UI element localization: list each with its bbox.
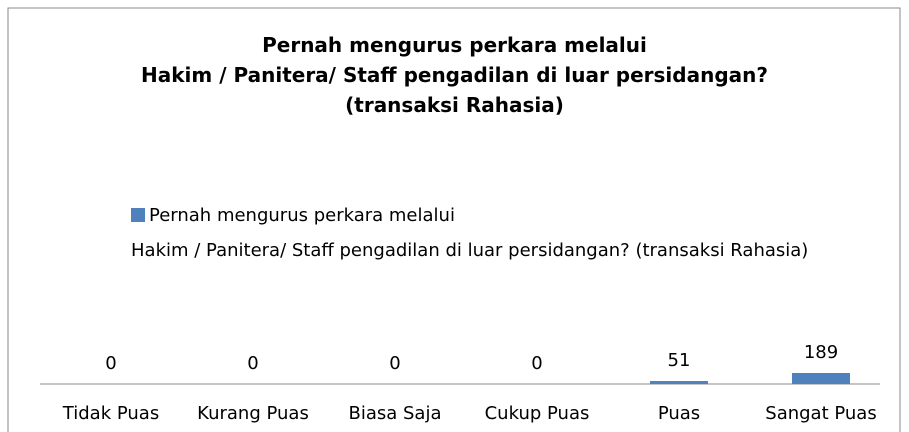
legend-label: Pernah mengurus perkara melalui Hakim / … — [131, 205, 809, 261]
data-label: 189 — [804, 342, 838, 363]
x-tick-label: Puas — [658, 403, 700, 424]
chart-border — [7, 7, 901, 432]
data-label: 0 — [247, 353, 258, 374]
x-tick-label: Kurang Puas — [197, 403, 309, 424]
bar — [650, 381, 708, 384]
x-tick-label: Sangat Puas — [765, 403, 876, 424]
data-label: 0 — [531, 353, 542, 374]
legend-swatch — [131, 208, 145, 222]
data-label: 51 — [668, 350, 691, 371]
bar — [792, 373, 850, 384]
x-tick-label: Biasa Saja — [349, 403, 442, 424]
legend: Pernah mengurus perkara melalui Hakim / … — [131, 198, 846, 268]
x-tick-label: Cukup Puas — [485, 403, 590, 424]
data-label: 0 — [105, 353, 116, 374]
chart-title: Pernah mengurus perkara melalui Hakim / … — [141, 33, 768, 117]
x-tick-label: Tidak Puas — [62, 403, 159, 424]
data-label: 0 — [389, 353, 400, 374]
